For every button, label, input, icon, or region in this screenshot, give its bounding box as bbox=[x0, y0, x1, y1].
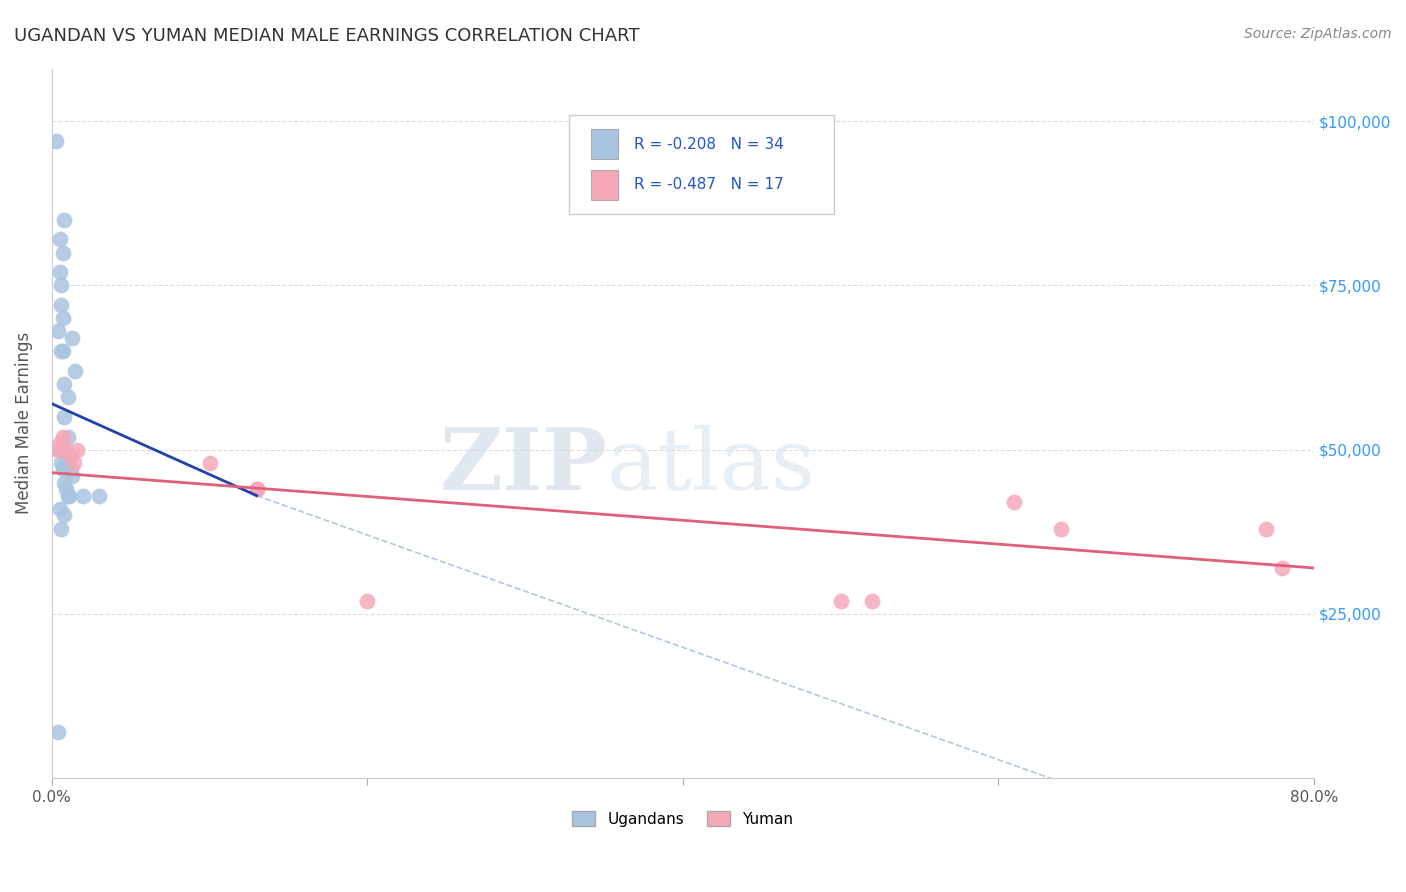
Point bbox=[53, 442, 76, 457]
Point bbox=[87, 489, 110, 503]
Point bbox=[830, 594, 852, 608]
Text: ZIP: ZIP bbox=[439, 424, 607, 508]
Point bbox=[48, 232, 70, 246]
Point bbox=[63, 456, 86, 470]
Point bbox=[53, 508, 76, 523]
FancyBboxPatch shape bbox=[569, 115, 834, 214]
Point bbox=[51, 344, 73, 359]
Point bbox=[52, 311, 75, 326]
Point bbox=[356, 594, 378, 608]
Bar bbox=[591, 129, 619, 159]
Point bbox=[65, 364, 87, 378]
Point bbox=[53, 409, 76, 424]
Point bbox=[52, 429, 75, 443]
Point bbox=[53, 212, 76, 227]
Point bbox=[60, 331, 83, 345]
Point bbox=[1050, 522, 1073, 536]
Point bbox=[51, 298, 73, 312]
Point bbox=[59, 449, 82, 463]
Point bbox=[860, 594, 883, 608]
Legend: Ugandans, Yuman: Ugandans, Yuman bbox=[565, 803, 801, 834]
Point bbox=[246, 482, 269, 496]
Point bbox=[53, 475, 76, 490]
Point bbox=[48, 436, 70, 450]
Point bbox=[51, 278, 73, 293]
Point bbox=[52, 462, 75, 476]
Point bbox=[198, 456, 221, 470]
Point bbox=[48, 501, 70, 516]
Point bbox=[1002, 495, 1025, 509]
Point bbox=[55, 456, 77, 470]
Y-axis label: Median Male Earnings: Median Male Earnings bbox=[15, 332, 32, 515]
Point bbox=[72, 489, 94, 503]
Point bbox=[46, 442, 69, 457]
Bar bbox=[591, 169, 619, 200]
Point bbox=[55, 442, 77, 457]
Text: R = -0.208   N = 34: R = -0.208 N = 34 bbox=[634, 136, 783, 152]
Point bbox=[55, 482, 77, 496]
Point bbox=[59, 462, 82, 476]
Point bbox=[52, 344, 75, 359]
Point bbox=[46, 324, 69, 338]
Point bbox=[66, 442, 89, 457]
Point bbox=[46, 725, 69, 739]
Point bbox=[56, 489, 79, 503]
Point bbox=[58, 489, 80, 503]
Point bbox=[51, 456, 73, 470]
Point bbox=[51, 522, 73, 536]
Point bbox=[53, 376, 76, 391]
Point bbox=[52, 245, 75, 260]
Point bbox=[56, 390, 79, 404]
Point bbox=[1256, 522, 1278, 536]
Point bbox=[246, 482, 269, 496]
Point bbox=[48, 265, 70, 279]
Point bbox=[48, 442, 70, 457]
Text: UGANDAN VS YUMAN MEDIAN MALE EARNINGS CORRELATION CHART: UGANDAN VS YUMAN MEDIAN MALE EARNINGS CO… bbox=[14, 27, 640, 45]
Text: atlas: atlas bbox=[607, 425, 815, 508]
Text: R = -0.487   N = 17: R = -0.487 N = 17 bbox=[634, 178, 783, 192]
Point bbox=[60, 469, 83, 483]
Point bbox=[45, 134, 67, 148]
Point bbox=[1271, 561, 1294, 575]
Point bbox=[56, 429, 79, 443]
Text: Source: ZipAtlas.com: Source: ZipAtlas.com bbox=[1244, 27, 1392, 41]
